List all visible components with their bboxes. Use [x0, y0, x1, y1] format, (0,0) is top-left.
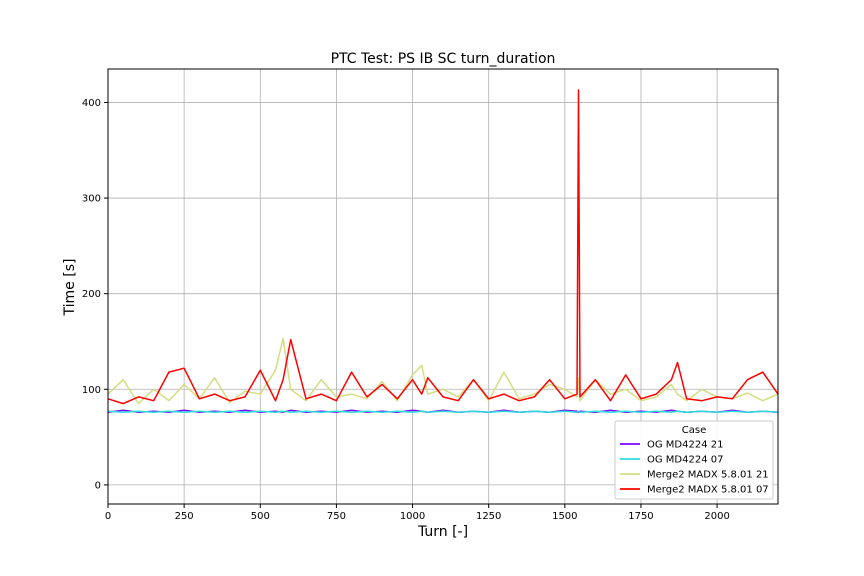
- x-tick-label: 250: [175, 511, 194, 522]
- x-tick-label: 1000: [400, 511, 425, 522]
- x-tick-label: 0: [105, 511, 111, 522]
- legend-label: OG MD4224 07: [647, 455, 723, 466]
- y-tick-label: 100: [82, 385, 101, 396]
- y-axis-title: Time [s]: [62, 259, 78, 317]
- chart-title: PTC Test: PS IB SC turn_duration: [331, 51, 556, 67]
- x-tick-label: 500: [251, 511, 270, 522]
- plot-frame: [107, 68, 779, 505]
- series-layer: [107, 89, 779, 413]
- x-tick-label: 1250: [476, 511, 501, 522]
- legend: Case OG MD4224 21 OG MD4224 07 Merge2 MADX…: [614, 420, 774, 500]
- y-tick-label: 200: [82, 289, 101, 300]
- x-tick-label: 2000: [704, 511, 729, 522]
- y-tick-label: 0: [95, 480, 101, 491]
- legend-label: Merge2 MADX 5.8.01 07: [647, 485, 769, 496]
- x-tick-label: 1500: [552, 511, 577, 522]
- x-tick-label: 1750: [628, 511, 653, 522]
- legend-title: Case: [682, 425, 706, 436]
- legend-label: OG MD4224 21: [647, 440, 723, 451]
- legend-items: OG MD4224 21 OG MD4224 07 Merge2 MADX 5.8.…: [620, 440, 769, 496]
- x-axis: 0 250 500 750 1000 1250 1500 1750 2000: [105, 504, 730, 522]
- y-tick-label: 300: [82, 194, 101, 205]
- y-tick-label: 400: [82, 98, 101, 109]
- x-axis-title: Turn [-]: [417, 524, 468, 540]
- legend-box: [614, 420, 774, 500]
- x-tick-label: 750: [327, 511, 346, 522]
- series-line-4: [107, 89, 779, 405]
- y-axis: 0 100 200 300 400: [82, 98, 108, 491]
- legend-label: Merge2 MADX 5.8.01 21: [647, 470, 769, 481]
- series-line-2: [107, 410, 779, 413]
